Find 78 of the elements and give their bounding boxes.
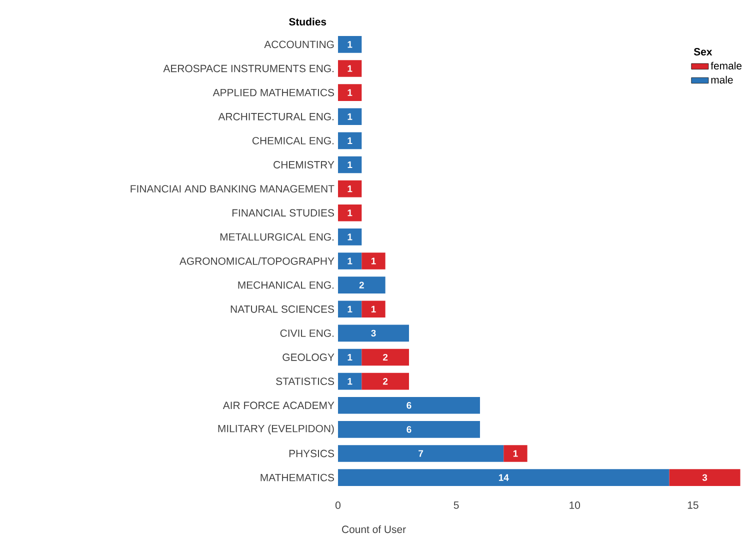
- data-label: 1: [348, 354, 352, 361]
- x-axis-title: Count of User: [342, 525, 406, 534]
- y-tick-label: ARCHITECTURAL ENG.: [218, 112, 334, 120]
- bar: [338, 228, 362, 246]
- x-tick-label: 0: [336, 502, 340, 509]
- data-label: 1: [371, 306, 376, 312]
- y-axis-title: Studies: [289, 18, 326, 26]
- bar: [338, 324, 409, 342]
- bar: [338, 372, 362, 390]
- legend-label: female: [710, 62, 742, 70]
- bar: [338, 60, 362, 77]
- data-label: 3: [371, 330, 376, 337]
- data-label: 1: [348, 161, 352, 168]
- bar: [338, 445, 504, 462]
- data-label: 1: [348, 306, 352, 312]
- bar: [338, 252, 362, 270]
- bar: [338, 132, 362, 150]
- x-tick-label: 15: [688, 502, 698, 509]
- bar: [338, 469, 670, 486]
- y-tick-label: PHYSICS: [289, 450, 334, 458]
- legend-title: Sex: [694, 48, 712, 56]
- y-tick-label: APPLIED MATHEMATICS: [212, 88, 334, 96]
- data-label: 6: [406, 426, 412, 433]
- data-label: 6: [406, 402, 412, 409]
- bar: [338, 108, 362, 126]
- data-label: 1: [348, 137, 352, 144]
- data-label: 2: [383, 354, 388, 361]
- y-tick-label: MATHEMATICS: [260, 474, 334, 482]
- bar: [338, 84, 362, 101]
- bar: [362, 252, 386, 270]
- data-label: 1: [348, 258, 352, 264]
- y-tick-label: AEROSPACE INSTRUMENTS ENG.: [163, 64, 334, 72]
- data-label: 14: [498, 474, 509, 481]
- bar: [338, 396, 480, 414]
- data-label: 2: [383, 378, 388, 385]
- y-tick-label: FINANCIAL STUDIES: [232, 209, 334, 217]
- y-tick-label: ACCOUNTING: [264, 40, 334, 48]
- y-tick-label: AIR FORCE ACADEMY: [222, 402, 334, 410]
- y-tick-label: STATISTICS: [276, 378, 334, 386]
- bar: [338, 276, 386, 294]
- y-tick-label: NATURAL SCIENCES: [230, 305, 334, 313]
- bar: [338, 348, 362, 366]
- data-label: 1: [348, 65, 352, 72]
- y-tick-label: AGRONOMICAL/TOPOGRAPHY: [179, 257, 334, 265]
- y-tick-label: MECHANICAL ENG.: [238, 281, 334, 289]
- bar: [338, 180, 362, 198]
- y-tick-label: FINANCIAI AND BANKING MANAGEMENT: [130, 185, 334, 193]
- data-label: 7: [418, 450, 424, 457]
- bar: [504, 445, 528, 462]
- bar: [338, 204, 362, 222]
- data-label: 1: [371, 258, 376, 264]
- data-label: 1: [348, 89, 352, 96]
- data-label: 1: [348, 378, 352, 385]
- data-label: 1: [348, 234, 352, 240]
- data-label: 1: [348, 41, 352, 48]
- y-tick-label: CHEMISTRY: [274, 161, 334, 168]
- y-tick-label: CHEMICAL ENG.: [252, 136, 334, 144]
- y-tick-label: CIVIL ENG.: [280, 329, 334, 337]
- bar: [338, 300, 362, 318]
- data-label: 1: [348, 186, 352, 192]
- data-label: 1: [348, 113, 352, 120]
- x-tick-label: 10: [570, 502, 580, 509]
- y-tick-label: MILITARY (EVELPIDON): [218, 424, 334, 434]
- y-tick-label: METALLURGICAL ENG.: [220, 233, 334, 241]
- bar: [338, 36, 362, 53]
- y-tick-label: GEOLOGY: [282, 354, 334, 361]
- bar: [362, 372, 409, 390]
- bar: [362, 348, 409, 366]
- x-tick-label: 5: [454, 502, 459, 509]
- bar: [338, 421, 480, 438]
- data-label: 3: [702, 474, 708, 481]
- data-label: 1: [513, 450, 518, 457]
- bar: [338, 156, 362, 174]
- data-label: 1: [348, 210, 352, 216]
- data-label: 2: [359, 282, 364, 288]
- bar: [362, 300, 386, 318]
- legend-label: male: [711, 76, 733, 84]
- bar: [669, 469, 740, 486]
